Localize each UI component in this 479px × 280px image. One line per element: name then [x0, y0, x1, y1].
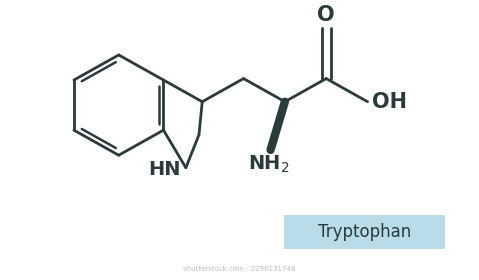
Text: Tryptophan: Tryptophan: [318, 223, 411, 241]
Text: shutterstock.com · 2296131749: shutterstock.com · 2296131749: [183, 266, 295, 272]
FancyBboxPatch shape: [284, 215, 445, 249]
Text: HN: HN: [148, 160, 181, 179]
Text: O: O: [318, 4, 335, 25]
Text: NH$_2$: NH$_2$: [248, 154, 289, 175]
Text: OH: OH: [372, 92, 407, 112]
